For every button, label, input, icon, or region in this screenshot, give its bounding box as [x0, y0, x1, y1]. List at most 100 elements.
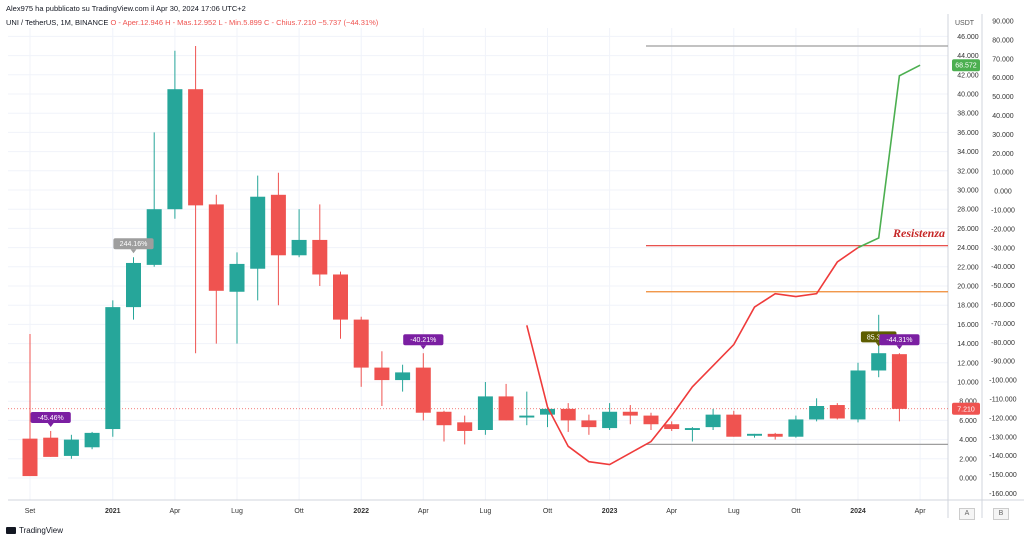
- change-annotation-pointer: [130, 249, 137, 254]
- candle-body: [705, 414, 721, 428]
- x-tick-label: Apr: [915, 508, 927, 515]
- change-annotation-bubble: [113, 238, 154, 250]
- candle-body: [871, 353, 887, 371]
- change-annotation-bubble: [403, 334, 444, 346]
- right-tick-label: 90.000: [992, 19, 1014, 26]
- right-tick-label: -70.000: [991, 321, 1015, 328]
- right-tick-label: -40.000: [991, 264, 1015, 271]
- right-tick-label: -80.000: [991, 340, 1015, 347]
- x-tick-label: 2023: [602, 508, 618, 515]
- red-indicator-curve: [526, 246, 859, 466]
- candle-body: [43, 437, 59, 457]
- candle-body: [891, 354, 907, 409]
- resistance-label: Resistenza: [893, 226, 946, 240]
- x-tick-label: Apr: [418, 508, 430, 515]
- right-tick-label: -120.000: [989, 415, 1017, 422]
- right-tick-label: -10.000: [991, 208, 1015, 215]
- candle-body: [560, 408, 576, 421]
- candle-body: [788, 419, 804, 437]
- left-tick-label: 8.000: [959, 399, 977, 406]
- candle-body: [622, 411, 638, 416]
- left-tick-label: 18.000: [957, 303, 979, 310]
- candle-body: [84, 432, 100, 448]
- candle-body: [519, 415, 535, 418]
- left-tick-label: 44.000: [957, 53, 979, 60]
- right-tick-label: 70.000: [992, 56, 1014, 63]
- right-tick-label: 40.000: [992, 113, 1014, 120]
- right-tick-label: -100.000: [989, 378, 1017, 385]
- candle-body: [684, 428, 700, 430]
- candle-body: [726, 414, 742, 437]
- left-tick-label: 20.000: [957, 284, 979, 291]
- change-annotation-bubble: [879, 334, 920, 346]
- left-tick-label: 4.000: [959, 437, 977, 444]
- left-tick-label: 0.000: [959, 476, 977, 483]
- right-tick-label: 60.000: [992, 75, 1014, 82]
- left-tick-label: 36.000: [957, 130, 979, 137]
- candle-body: [395, 372, 411, 381]
- log-scale-button[interactable]: B: [993, 508, 1009, 520]
- candle-body: [540, 408, 555, 415]
- change-annotation-text: 244.16%: [120, 241, 148, 248]
- left-tick-label: 42.000: [957, 72, 979, 79]
- right-tick-label: -110.000: [989, 397, 1016, 404]
- candle-body: [63, 439, 79, 456]
- x-tick-label: 2024: [850, 508, 866, 515]
- candle-body: [188, 89, 204, 206]
- x-tick-label: Ott: [294, 508, 303, 515]
- right-tick-label: -150.000: [989, 472, 1017, 479]
- axis-unit: USDT: [955, 20, 975, 27]
- left-tick-label: 38.000: [957, 111, 979, 118]
- right-tick-label: -60.000: [991, 302, 1015, 309]
- left-tick-label: 14.000: [957, 341, 979, 348]
- right-tick-label: 30.000: [992, 132, 1014, 139]
- left-tick-label: 28.000: [957, 207, 979, 214]
- candle-body: [208, 204, 224, 291]
- brand-name: TradingView: [19, 526, 64, 535]
- candle-body: [767, 433, 783, 437]
- right-tick-label: -160.000: [989, 491, 1017, 498]
- candle-body: [312, 239, 328, 275]
- candle-body: [22, 438, 38, 477]
- left-tick-label: 26.000: [957, 226, 979, 233]
- left-tick-label: 22.000: [957, 264, 979, 271]
- current-price-label: 7.210: [957, 406, 975, 413]
- symbol-info: UNI / TetherUS, 1M, BINANCE O - Aper.12.…: [6, 18, 378, 27]
- left-tick-label: 10.000: [957, 380, 979, 387]
- candle-body: [829, 405, 845, 419]
- x-tick-label: Ott: [791, 508, 800, 515]
- x-tick-label: 2022: [353, 508, 369, 515]
- x-tick-label: Set: [25, 508, 36, 515]
- right-tick-label: -20.000: [991, 226, 1015, 233]
- change-annotation-bubble: [30, 411, 71, 423]
- candle-body: [850, 370, 866, 420]
- auto-scale-button[interactable]: A: [959, 508, 975, 520]
- candle-body: [105, 307, 121, 430]
- change-annotation-text: 85.37%: [867, 334, 891, 341]
- right-tick-label: -130.000: [989, 434, 1017, 441]
- left-tick-label: 2.000: [959, 456, 977, 463]
- tradingview-logo: TradingView: [6, 526, 63, 535]
- change-annotation-pointer: [420, 345, 427, 350]
- indicator-value-label: 68.572: [955, 63, 977, 70]
- x-tick-label: 2021: [105, 508, 121, 515]
- candle-body: [353, 319, 369, 368]
- candle-body: [126, 262, 141, 308]
- candle-body: [809, 406, 825, 420]
- x-tick-label: Lug: [480, 508, 492, 515]
- change-annotation-pointer: [896, 345, 903, 350]
- candle-body: [415, 367, 431, 413]
- change-annotation-text: -40.21%: [410, 337, 436, 344]
- symbol-name: UNI / TetherUS, 1M, BINANCE: [6, 18, 109, 27]
- candle-body: [457, 422, 473, 431]
- candle-body: [146, 209, 162, 265]
- left-tick-label: 16.000: [957, 322, 979, 329]
- right-tick-label: 10.000: [992, 170, 1014, 177]
- candle-body: [229, 263, 245, 292]
- left-tick-label: 12.000: [957, 360, 979, 367]
- x-tick-label: Ott: [543, 508, 552, 515]
- candle-body: [747, 433, 762, 436]
- x-tick-label: Apr: [666, 508, 678, 515]
- tradingview-logo-icon: [6, 527, 16, 534]
